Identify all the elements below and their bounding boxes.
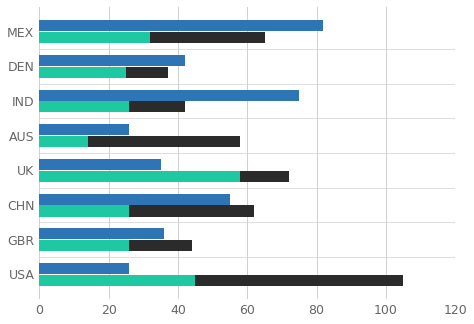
Bar bbox=[39, 101, 129, 112]
Bar bbox=[39, 205, 129, 216]
Bar bbox=[39, 194, 230, 205]
Bar bbox=[129, 205, 254, 216]
Bar bbox=[39, 32, 150, 43]
Bar bbox=[240, 171, 289, 182]
Bar bbox=[39, 240, 129, 251]
Bar bbox=[39, 159, 161, 170]
Bar bbox=[195, 275, 403, 286]
Bar bbox=[39, 67, 126, 78]
Bar bbox=[39, 275, 195, 286]
Bar bbox=[39, 124, 129, 135]
Bar bbox=[126, 67, 167, 78]
Bar bbox=[39, 263, 129, 274]
Bar bbox=[39, 228, 164, 239]
Bar bbox=[150, 32, 264, 43]
Bar bbox=[39, 136, 88, 147]
Bar bbox=[88, 136, 240, 147]
Bar bbox=[129, 240, 192, 251]
Bar bbox=[39, 171, 240, 182]
Bar bbox=[39, 20, 323, 31]
Bar bbox=[129, 101, 185, 112]
Bar bbox=[39, 55, 185, 66]
Bar bbox=[39, 90, 299, 101]
